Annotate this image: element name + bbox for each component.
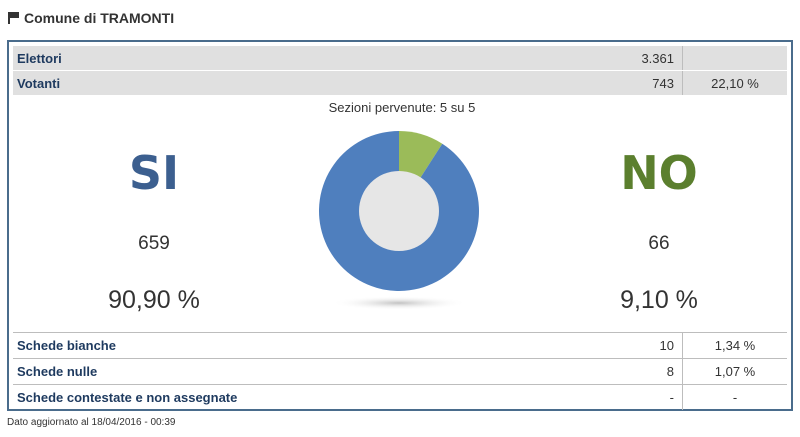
flag-icon: [8, 12, 20, 24]
schede-contestate-pct: -: [682, 385, 787, 410]
page-header: Comune di TRAMONTI: [8, 7, 174, 29]
si-label: SI: [128, 146, 180, 200]
elettori-label: Elettori: [17, 50, 62, 66]
votanti-pct: 22,10 %: [682, 71, 787, 95]
si-count: 659: [138, 233, 170, 254]
chart-shadow: [331, 296, 467, 310]
donut-hole: [359, 171, 439, 251]
sezioni-pervenute: Sezioni pervenute: 5 su 5: [328, 100, 476, 115]
schede-nulle-label: Schede nulle: [17, 364, 98, 379]
votanti-label: Votanti: [17, 75, 61, 91]
schede-nulle-pct: 1,07 %: [682, 359, 787, 384]
no-percentage: 9,10 %: [620, 286, 698, 314]
elettori-pct: [682, 46, 787, 70]
last-update-note: Dato aggiornato al 18/04/2016 - 00:39: [7, 417, 176, 428]
schede-bianche-row: Schede bianche 10 1,34 %: [13, 332, 787, 358]
schede-contestate-value: -: [669, 390, 674, 405]
votanti-row: Votanti 743 22,10 %: [13, 71, 787, 95]
schede-bianche-pct: 1,34 %: [682, 333, 787, 358]
elettori-row: Elettori 3.361: [13, 46, 787, 70]
no-label: NO: [620, 146, 698, 200]
schede-nulle-value: 8: [666, 364, 674, 379]
page-title: Comune di TRAMONTI: [24, 10, 175, 26]
schede-contestate-label: Schede contestate e non assegnate: [17, 390, 238, 405]
schede-contestate-row: Schede contestate e non assegnate - -: [13, 384, 787, 410]
no-count: 66: [648, 233, 670, 254]
results-panel: Elettori 3.361 Votanti 743 22,10 % Sezio…: [7, 40, 793, 411]
results-donut-chart: [319, 131, 479, 310]
schede-bianche-label: Schede bianche: [17, 338, 116, 353]
votanti-value: 743: [652, 75, 674, 91]
si-percentage: 90,90 %: [108, 286, 200, 314]
schede-bianche-value: 10: [659, 338, 674, 353]
schede-nulle-row: Schede nulle 8 1,07 %: [13, 358, 787, 384]
elettori-value: 3.361: [641, 50, 674, 66]
